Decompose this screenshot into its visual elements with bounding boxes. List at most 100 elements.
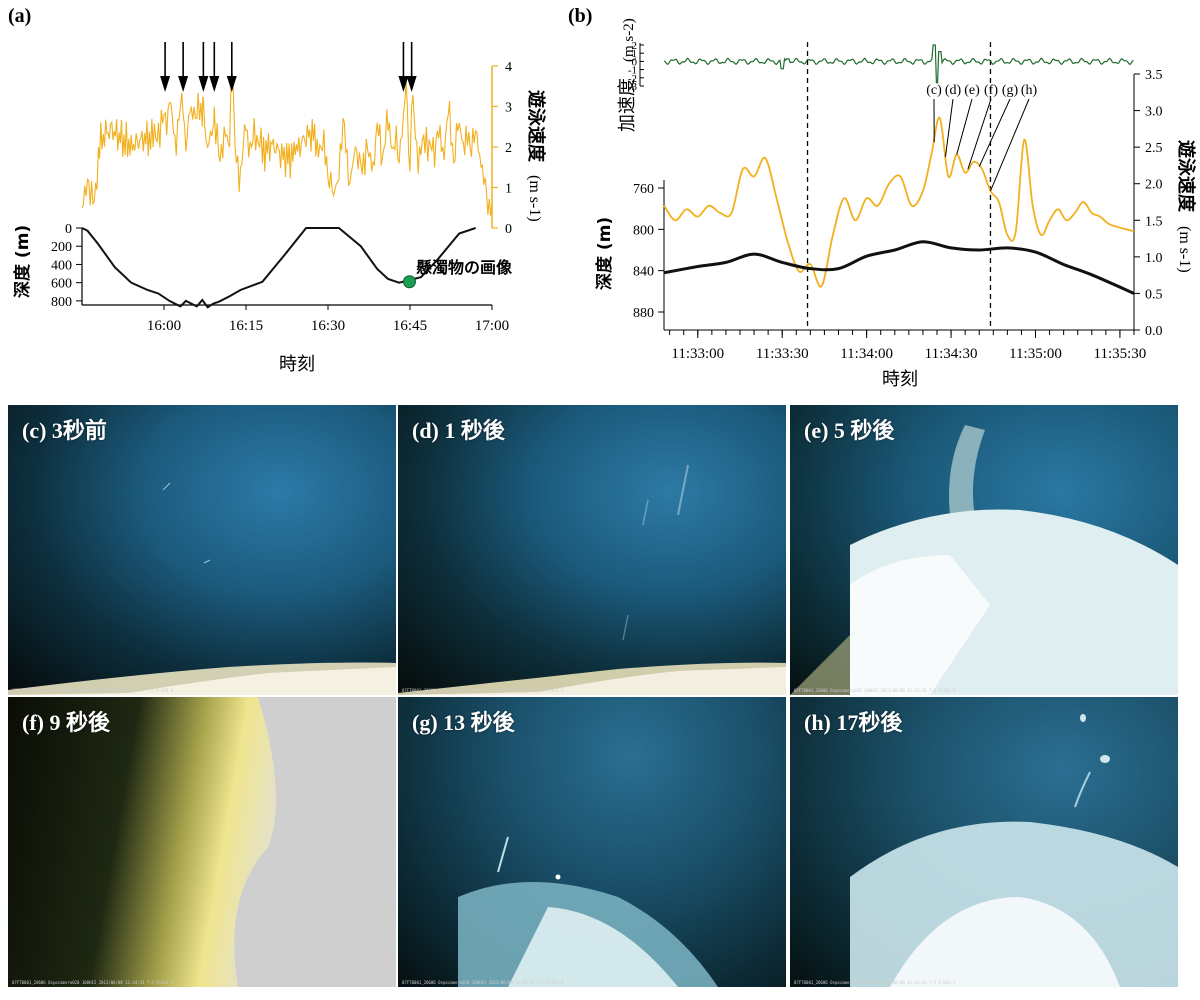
speed-tick-label-a: 2 <box>505 141 512 156</box>
particle <box>622 614 629 641</box>
photo-h: (h) 17秒後 07FT0001_20606 Ospocamera020 10… <box>790 697 1178 987</box>
depth-tick-label-a: 800 <box>51 295 72 310</box>
panel-b: (b) 2 1 0 -1 -2 -3 加速度 (m s-2) 760 800 840 880 深… <box>560 0 1200 390</box>
photo-e-label: (e) 5 秒後 <box>804 418 895 443</box>
particle <box>677 464 689 516</box>
annotation-label-b: (g) <box>1002 83 1019 98</box>
accel-tick-label-b: -2 <box>628 73 637 85</box>
depth-tick-label-a: 400 <box>51 258 72 273</box>
photo-c-label: (c) 3秒前 <box>22 418 107 443</box>
arrow-head-a <box>160 76 171 92</box>
depth-line-b <box>663 240 1135 295</box>
x-axis-label-b: 時刻 <box>882 369 918 390</box>
accel-ticks-b: 210-1-2-3 <box>628 40 644 93</box>
speed-tick-label-b: 2.0 <box>1145 178 1163 193</box>
photo-c-highlight <box>8 667 396 695</box>
speed-tick-label-b: 0.5 <box>1145 287 1163 302</box>
dashed-lines-b <box>806 42 992 330</box>
photo-g-caption: 07FT0001_20606 Ospocamera020 100H15 2013… <box>402 980 564 985</box>
speed-series-b <box>663 116 1135 288</box>
particle <box>203 559 211 564</box>
speed-line-b <box>663 116 1135 288</box>
photo-f-label: (f) 9 秒後 <box>22 710 110 735</box>
depth-tick-label-a: 0 <box>65 222 72 237</box>
arrow-head-a <box>406 76 417 92</box>
particle <box>1100 755 1110 763</box>
arrow-head-a <box>226 76 237 92</box>
photo-c-scene <box>8 482 396 695</box>
depth-series-a <box>81 227 476 309</box>
particle <box>162 482 171 491</box>
particle <box>497 836 509 873</box>
photo-e-shadow <box>790 635 850 695</box>
x-axis-label-a: 時刻 <box>279 354 315 375</box>
marker-dot-a <box>402 275 416 289</box>
panel-b-chart: (b) 210-1-2-3 加速度 (m s-2) 760 800 840 880 深… <box>568 5 1197 390</box>
photo-e: (e) 5 秒後 07FT0001_20606 Ospocamera020 10… <box>790 405 1178 695</box>
speed-line-a <box>81 65 493 216</box>
depth-tick-label-a: 200 <box>51 240 72 255</box>
speed-axis-label-b: 遊泳速度 <box>1175 140 1197 213</box>
x-ticks-a: 16:00 16:15 16:30 16:45 17:00 <box>147 305 509 334</box>
x-tick-label-b: 11:35:00 <box>1009 346 1062 362</box>
photo-g-highlight <box>508 907 678 987</box>
depth-tick-label-b: 760 <box>633 182 654 197</box>
accel-tick-label-b: -3 <box>628 81 638 93</box>
marker-label-a: 懸濁物の画像 <box>416 258 513 277</box>
photo-e-scene <box>790 425 1178 695</box>
accel-series-b <box>663 44 1134 84</box>
x-tick-label-b: 11:33:30 <box>756 346 809 362</box>
depth-axis-label-b: 深度 (m) <box>594 217 615 290</box>
accel-axis-label-b: 加速度 <box>617 78 638 132</box>
x-tick-label-b: 11:34:00 <box>840 346 893 362</box>
photo-h-label: (h) 17秒後 <box>804 710 903 735</box>
speed-series-a <box>81 65 493 216</box>
speed-tick-label-b: 1.5 <box>1145 214 1163 229</box>
depth-axis-label-a: 深度 (m) <box>12 225 33 298</box>
depth-ticks-b: 760 800 840 880 <box>633 182 664 321</box>
annotation-label-b: (f) <box>984 83 998 98</box>
speed-tick-label-b: 3.5 <box>1145 68 1163 83</box>
particle <box>642 499 649 526</box>
photo-f-body <box>234 697 396 987</box>
speed-axis-unit-a: (m s-1) <box>526 175 543 222</box>
speed-tick-label-b: 3.0 <box>1145 105 1163 120</box>
panel-a: (a) 0 1 2 3 4 遊泳速度 (m s-1) 0 200 400 600 800 深度 … <box>0 0 560 390</box>
photo-e-highlight <box>850 555 990 695</box>
marker-a <box>402 275 416 289</box>
photo-g: (g) 13 秒後 07FT0001_20606 Ospocamera020 1… <box>398 697 786 987</box>
depth-tick-label-b: 840 <box>633 265 654 280</box>
speed-tick-label-a: 3 <box>505 101 512 116</box>
photo-d-caption: 07FT0001_20606 Ospocamera020 100H15 2013… <box>402 688 564 693</box>
annotation-leader-b <box>990 98 1030 192</box>
photo-d-label: (d) 1 秒後 <box>412 418 505 443</box>
speed-tick-label-a: 1 <box>505 182 512 197</box>
accel-axis-unit-b: (m s-2) <box>621 18 637 62</box>
speed-axis-unit-b: (m s-1) <box>1176 226 1193 273</box>
annotation-label-b: (h) <box>1021 83 1038 98</box>
depth-tick-label-b: 800 <box>633 223 654 238</box>
depth-series-b <box>663 240 1135 295</box>
depth-tick-label-b: 880 <box>633 306 654 321</box>
speed-tick-label-b: 1.0 <box>1145 251 1163 266</box>
accel-tick-label-b: 2 <box>632 40 638 52</box>
annotations-b: (c) (d) (e) (f) (g) (h) <box>926 83 1038 192</box>
accel-line-b <box>663 44 1134 84</box>
panel-b-label: (b) <box>568 5 592 27</box>
arrows-a <box>160 42 417 92</box>
annotation-label-b: (c) <box>926 83 942 98</box>
panel-a-label: (a) <box>8 5 31 27</box>
speed-ticks-b: 0.0 0.5 1.0 1.5 2.0 2.5 3.0 3.5 <box>1134 68 1163 339</box>
accel-tick-label-b: -1 <box>628 65 637 77</box>
speed-tick-label-a: 4 <box>505 60 512 75</box>
annotation-leader-b <box>956 98 973 155</box>
photo-c-caption: 07FT0001_20606 Ospocamera020 100H15 2013… <box>12 688 174 693</box>
panel-a-chart: (a) 0 1 2 3 4 遊泳速度 (m s-1) 0 200 400 600 800 深度 … <box>8 5 547 375</box>
speed-tick-label-b: 0.0 <box>1145 324 1163 339</box>
x-tick-label-b: 11:35:30 <box>1094 346 1147 362</box>
photo-f-scene <box>234 697 396 987</box>
accel-tick-label-b: 1 <box>632 48 638 60</box>
x-tick-label-a: 17:00 <box>475 318 509 334</box>
x-tick-label-a: 16:30 <box>311 318 345 334</box>
photo-c: (c) 3秒前 07FT0001_20606 Ospocamera020 100… <box>8 405 396 695</box>
